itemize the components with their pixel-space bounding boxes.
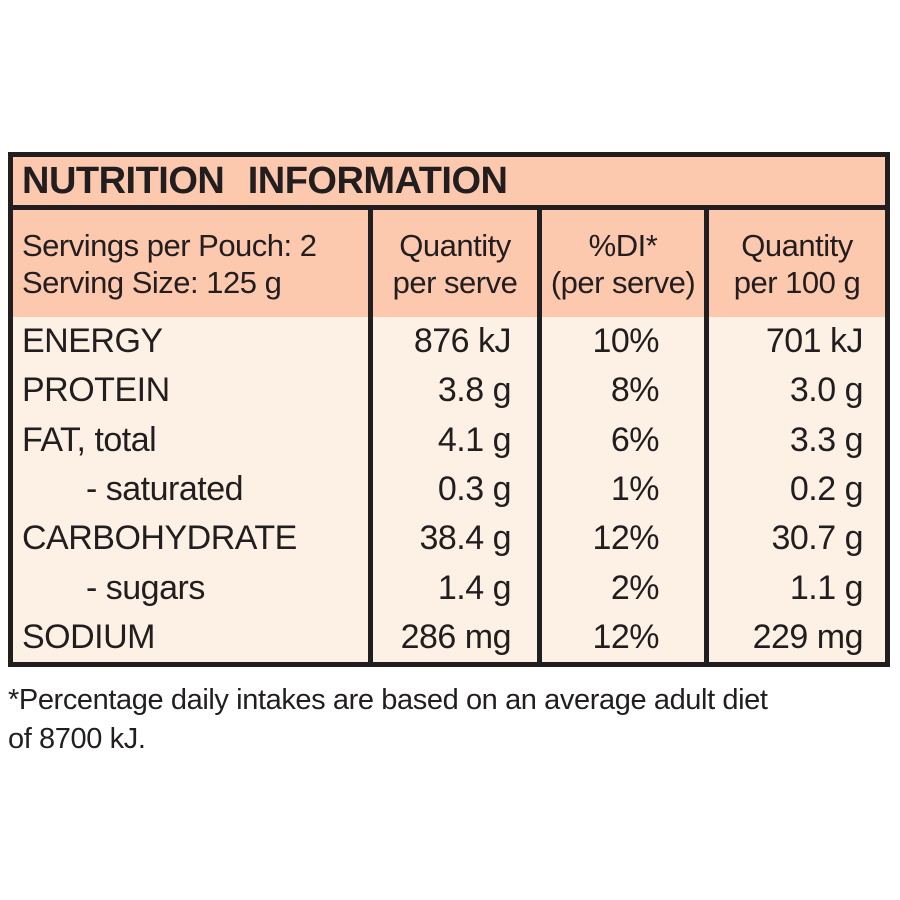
serving-size: Serving Size: 125 g xyxy=(22,264,282,300)
header-quantity-line1: Quantity xyxy=(399,227,511,263)
value-saturated-per-serve: 0.3 g xyxy=(437,469,512,508)
panel-title-band: NUTRITION INFORMATION xyxy=(13,157,885,210)
column-nutrients: Servings per Pouch: 2 Serving Size: 125 … xyxy=(13,210,368,662)
value-fat-per-100g: 3.3 g xyxy=(789,420,864,459)
panel-title: NUTRITION INFORMATION xyxy=(22,159,508,202)
per-100g-values-body: 701 kJ 3.0 g 3.3 g 0.2 g 30.7 g 1.1 g 22… xyxy=(709,317,885,662)
di-saturated: 1% xyxy=(610,469,660,508)
header-percent-di: %DI* (per serve) xyxy=(542,210,704,317)
servings-per-pouch: Servings per Pouch: 2 xyxy=(22,227,317,263)
di-values-body: 10% 8% 6% 1% 12% 2% 12% xyxy=(542,317,704,662)
column-quantity-per-serve: Quantity per serve 876 kJ 3.8 g 4.1 g 0.… xyxy=(368,210,537,662)
per-serve-values-body: 876 kJ 3.8 g 4.1 g 0.3 g 38.4 g 1.4 g 28… xyxy=(373,317,537,662)
di-fat: 6% xyxy=(610,420,660,459)
header-quantity-per-serve: Quantity per serve xyxy=(373,210,537,317)
di-protein: 8% xyxy=(610,371,660,410)
nutrition-table: Servings per Pouch: 2 Serving Size: 125 … xyxy=(13,210,885,662)
value-energy-per-100g: 701 kJ xyxy=(765,322,864,361)
row-label-saturated: - saturated xyxy=(86,469,244,508)
column-quantity-per-100g: Quantity per 100 g 701 kJ 3.0 g 3.3 g 0.… xyxy=(704,210,885,662)
footnote-line1: *Percentage daily intakes are based on a… xyxy=(8,684,768,716)
daily-intake-footnote: *Percentage daily intakes are based on a… xyxy=(8,681,768,759)
header-di-line1: %DI* xyxy=(588,227,658,263)
row-label-carbohydrate: CARBOHYDRATE xyxy=(22,519,297,558)
row-label-sugars: - sugars xyxy=(86,568,205,607)
header-serving-info: Servings per Pouch: 2 Serving Size: 125 … xyxy=(13,210,368,317)
nutrition-information-panel: NUTRITION INFORMATION Servings per Pouch… xyxy=(8,152,890,667)
row-label-sodium: SODIUM xyxy=(22,617,156,656)
header-per100-line1: Quantity xyxy=(741,227,853,263)
header-quantity-per-100g: Quantity per 100 g xyxy=(709,210,885,317)
di-energy: 10% xyxy=(592,322,659,361)
row-label-protein: PROTEIN xyxy=(22,371,170,410)
value-saturated-per-100g: 0.2 g xyxy=(789,469,864,508)
di-sodium: 12% xyxy=(592,617,659,656)
row-label-fat-total: FAT, total xyxy=(22,420,157,459)
header-per100-line2: per 100 g xyxy=(733,264,861,300)
value-protein-per-serve: 3.8 g xyxy=(437,371,512,410)
value-sugars-per-serve: 1.4 g xyxy=(437,568,512,607)
value-sugars-per-100g: 1.1 g xyxy=(789,568,864,607)
value-fat-per-serve: 4.1 g xyxy=(437,420,512,459)
value-carbohydrate-per-serve: 38.4 g xyxy=(419,519,511,558)
footnote-line2: of 8700 kJ. xyxy=(8,723,146,755)
header-quantity-line2: per serve xyxy=(392,264,518,300)
di-sugars: 2% xyxy=(610,568,660,607)
value-sodium-per-serve: 286 mg xyxy=(400,617,512,656)
value-carbohydrate-per-100g: 30.7 g xyxy=(771,519,863,558)
value-protein-per-100g: 3.0 g xyxy=(789,371,864,410)
value-energy-per-serve: 876 kJ xyxy=(413,322,512,361)
row-label-energy: ENERGY xyxy=(22,322,163,361)
di-carbohydrate: 12% xyxy=(592,519,659,558)
column-percent-daily-intake: %DI* (per serve) 10% 8% 6% 1% 12% 2% 12% xyxy=(537,210,704,662)
nutrient-labels-body: ENERGY PROTEIN FAT, total - saturated CA… xyxy=(13,317,368,662)
value-sodium-per-100g: 229 mg xyxy=(752,617,864,656)
header-di-line2: (per serve) xyxy=(550,264,696,300)
